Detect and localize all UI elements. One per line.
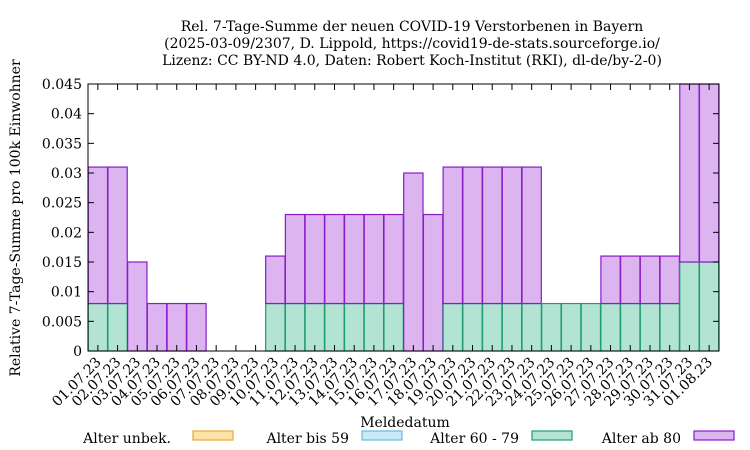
- bar-24.07.23-series-2: [541, 302, 562, 352]
- chart-title: Rel. 7-Tage-Summe der neuen COVID-19 Ver…: [162, 19, 662, 69]
- bar-28.07.23-series-3: [619, 255, 641, 305]
- bar-16.07.23-series-3: [383, 213, 404, 305]
- bar-05.07.23-series-3: [166, 302, 187, 352]
- bar-04.07.23-series-3: [146, 302, 168, 352]
- bar-03.07.23-series-3: [127, 261, 148, 352]
- bar-10.07.23-series-2: [265, 302, 286, 352]
- bar-11.07.23-series-3: [284, 213, 306, 305]
- bar-06.07.23-series-3: [186, 302, 207, 352]
- bar-19.07.23-series-3: [442, 166, 464, 305]
- bar-17.07.23-series-3: [403, 172, 424, 352]
- bar-23.07.23-series-2: [521, 302, 542, 352]
- bars-layer: [87, 83, 720, 352]
- bar-31.07.23-series-2: [679, 261, 700, 352]
- bar-18.07.23-series-3: [422, 213, 444, 352]
- y-tick-label: 0.005: [42, 314, 82, 330]
- bar-01.08.23-series-2: [698, 261, 720, 352]
- bar-21.07.23-series-3: [481, 166, 503, 305]
- x-axis-label: Meldedatum: [360, 415, 450, 431]
- bar-13.07.23-series-3: [324, 213, 345, 305]
- bar-12.07.23-series-2: [304, 302, 326, 352]
- bar-01.07.23-series-3: [87, 166, 109, 305]
- bar-26.07.23-series-2: [580, 302, 602, 352]
- bar-31.07.23-series-3: [679, 83, 700, 263]
- bar-02.07.23-series-3: [107, 166, 128, 305]
- title-line-1: Rel. 7-Tage-Summe der neuen COVID-19 Ver…: [181, 19, 644, 35]
- bar-20.07.23-series-2: [462, 302, 483, 352]
- plot-frame: [87, 83, 720, 352]
- y-axis-label: Relative 7-Tage-Summe pro 100k Einwohner: [8, 59, 24, 377]
- y-tick-label: 0.025: [42, 196, 82, 212]
- y-tick-label: 0.01: [51, 285, 82, 301]
- y-axis: 0 0.005 0.01 0.015 0.02 0.025 0.03 0.035 0.04 0.0…: [42, 77, 719, 360]
- bar-15.07.23-series-3: [363, 213, 385, 305]
- bar-30.07.23-series-3: [659, 255, 680, 305]
- y-tick-label: 0.035: [42, 136, 82, 152]
- bar-19.07.23-series-2: [442, 302, 464, 352]
- legend-label: Alter 60 - 79: [429, 431, 519, 447]
- legend-swatch: [531, 430, 573, 441]
- bar-22.07.23-series-2: [501, 302, 523, 352]
- bar-12.07.23-series-3: [304, 213, 326, 305]
- bar-29.07.23-series-3: [639, 255, 661, 305]
- bar-14.07.23-series-3: [343, 213, 365, 305]
- y-tick-label: 0.04: [51, 107, 82, 123]
- bar-29.07.23-series-2: [639, 302, 661, 352]
- title-line-2: (2025-03-09/2307, D. Lippold, https://co…: [164, 36, 660, 52]
- bar-15.07.23-series-2: [363, 302, 385, 352]
- bar-10.07.23-series-3: [265, 255, 286, 305]
- bar-01.07.23-series-2: [87, 302, 109, 352]
- legend-label: Alter bis 59: [265, 431, 349, 447]
- bar-28.07.23-series-2: [619, 302, 641, 352]
- y-tick-label: 0.02: [51, 225, 82, 241]
- y-tick-label: 0.03: [51, 166, 82, 182]
- y-tick-label: 0.015: [42, 255, 82, 271]
- bar-22.07.23-series-3: [501, 166, 523, 305]
- bar-21.07.23-series-2: [481, 302, 503, 352]
- bar-11.07.23-series-2: [284, 302, 306, 352]
- bar-30.07.23-series-2: [659, 302, 680, 352]
- legend-label: Alter ab 80: [601, 431, 681, 447]
- legend-swatch: [361, 430, 403, 441]
- x-axis: 01.07.2302.07.2303.07.2304.07.2305.07.23…: [49, 84, 716, 410]
- bar-25.07.23-series-2: [560, 302, 582, 352]
- bar-27.07.23-series-2: [600, 302, 621, 352]
- y-tick-label: 0.045: [42, 77, 82, 93]
- legend-swatch: [693, 430, 735, 441]
- bar-20.07.23-series-3: [462, 166, 483, 305]
- y-tick-label: 0: [73, 344, 82, 360]
- legend: Alter unbek. Alter bis 59 Alter 60 - 79 Alt…: [82, 430, 735, 447]
- title-line-3: Lizenz: CC BY-ND 4.0, Daten: Robert Koch…: [162, 53, 662, 69]
- bar-27.07.23-series-3: [600, 255, 621, 305]
- legend-swatch: [192, 430, 234, 441]
- legend-label: Alter unbek.: [82, 431, 171, 447]
- bar-13.07.23-series-2: [324, 302, 345, 352]
- bar-16.07.23-series-2: [383, 302, 404, 352]
- bar-02.07.23-series-2: [107, 302, 128, 352]
- bar-14.07.23-series-2: [343, 302, 365, 352]
- bar-23.07.23-series-3: [521, 166, 542, 305]
